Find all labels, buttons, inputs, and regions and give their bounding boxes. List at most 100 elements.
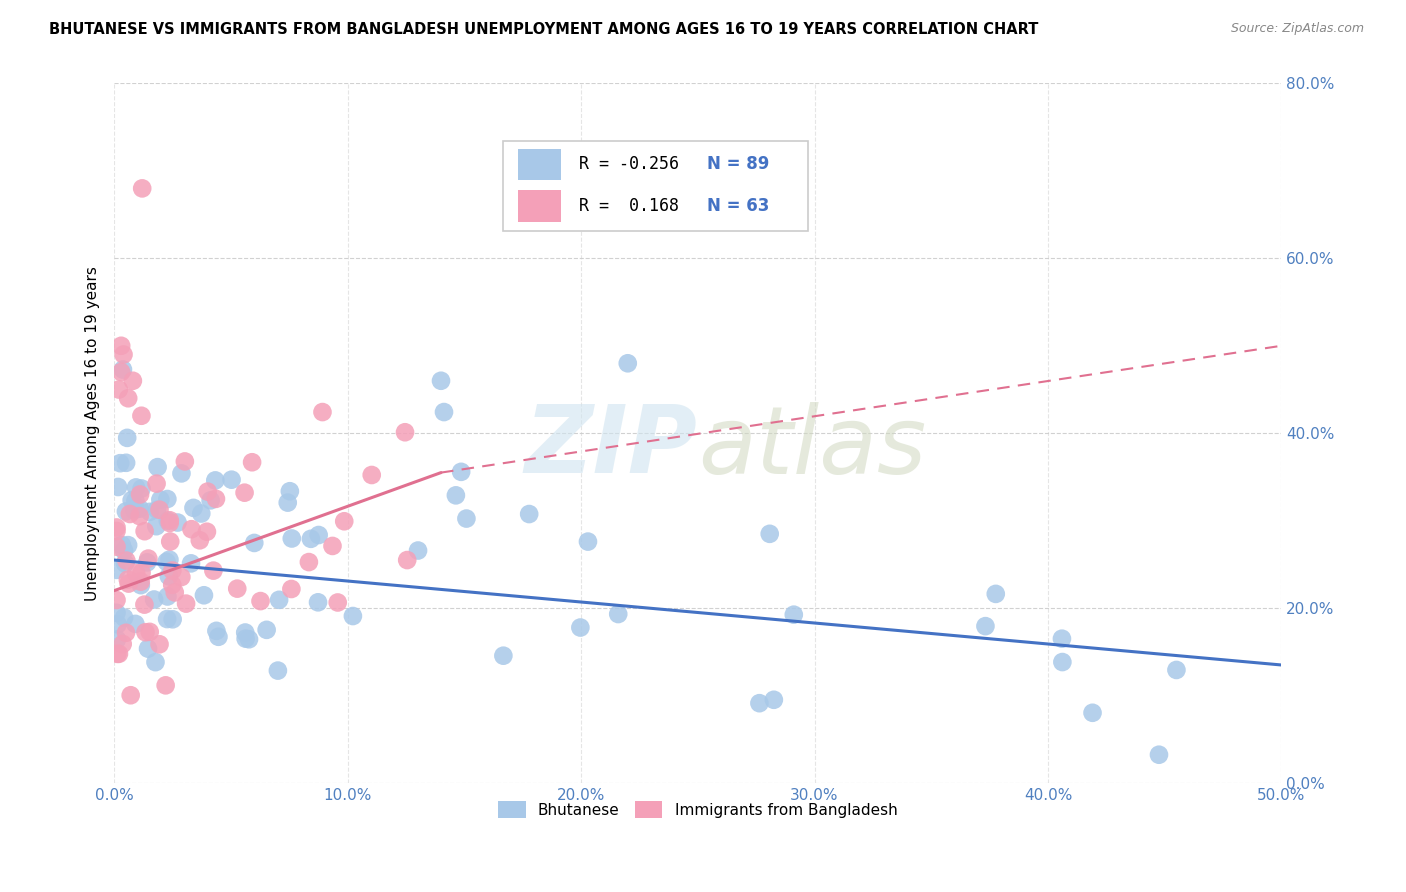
Legend: Bhutanese, Immigrants from Bangladesh: Bhutanese, Immigrants from Bangladesh — [492, 795, 904, 824]
Point — [238, 632, 260, 647]
Point — [267, 664, 290, 678]
Text: Source: ZipAtlas.com: Source: ZipAtlas.com — [1230, 22, 1364, 36]
Point — [1081, 706, 1104, 720]
Point — [180, 557, 202, 571]
Point — [157, 552, 180, 566]
Point — [321, 539, 343, 553]
Point — [174, 597, 197, 611]
Point — [202, 564, 225, 578]
Point — [205, 491, 228, 506]
Point — [117, 538, 139, 552]
Point — [115, 553, 138, 567]
Point — [188, 533, 211, 548]
Point — [108, 456, 131, 470]
Point — [105, 520, 128, 534]
Point — [118, 507, 141, 521]
Point — [115, 431, 138, 445]
Point — [105, 593, 128, 607]
Point — [134, 625, 156, 640]
Point — [117, 573, 139, 587]
Bar — [517, 191, 561, 222]
FancyBboxPatch shape — [503, 142, 808, 231]
Point — [492, 648, 515, 663]
Point — [193, 588, 215, 602]
Point — [138, 551, 160, 566]
Point — [160, 578, 183, 592]
Point — [269, 592, 291, 607]
Point — [108, 647, 131, 661]
Point — [138, 624, 160, 639]
Point — [136, 641, 159, 656]
Point — [115, 504, 138, 518]
Text: atlas: atlas — [697, 401, 927, 492]
Point — [433, 405, 456, 419]
Point — [105, 563, 128, 577]
Point — [105, 606, 128, 620]
Text: N = 63: N = 63 — [707, 197, 769, 215]
Point — [159, 513, 181, 527]
Point — [249, 594, 271, 608]
Point — [207, 630, 229, 644]
Point — [748, 696, 770, 710]
Point — [112, 610, 135, 624]
Point — [616, 356, 638, 370]
Point — [107, 617, 129, 632]
Point — [131, 181, 153, 195]
Point — [173, 454, 195, 468]
Point — [159, 534, 181, 549]
Point — [233, 485, 256, 500]
Point — [105, 540, 128, 554]
Point — [129, 574, 152, 589]
Point — [134, 524, 156, 539]
Point — [233, 625, 256, 640]
Point — [124, 503, 146, 517]
Point — [145, 519, 167, 533]
Point — [138, 505, 160, 519]
Text: R = -0.256: R = -0.256 — [579, 155, 679, 173]
Point — [125, 480, 148, 494]
Point — [124, 500, 146, 515]
Point — [281, 532, 304, 546]
Point — [156, 491, 179, 506]
Point — [180, 522, 202, 536]
Point — [110, 365, 132, 379]
Point — [307, 595, 329, 609]
Point — [256, 623, 278, 637]
Point — [111, 538, 134, 552]
Point — [131, 566, 153, 580]
Point — [124, 616, 146, 631]
Point — [114, 557, 136, 571]
Point — [163, 585, 186, 599]
Point — [170, 570, 193, 584]
Point — [131, 409, 153, 423]
Point — [108, 383, 131, 397]
Text: N = 89: N = 89 — [707, 155, 769, 173]
Point — [444, 488, 467, 502]
Text: BHUTANESE VS IMMIGRANTS FROM BANGLADESH UNEMPLOYMENT AMONG AGES 16 TO 19 YEARS C: BHUTANESE VS IMMIGRANTS FROM BANGLADESH … — [49, 22, 1039, 37]
Point — [115, 625, 138, 640]
Point — [308, 528, 330, 542]
Point — [183, 500, 205, 515]
Point — [450, 465, 472, 479]
Point — [145, 476, 167, 491]
Point — [157, 569, 180, 583]
Point — [190, 507, 212, 521]
Point — [148, 502, 170, 516]
Point — [221, 473, 243, 487]
Point — [406, 543, 429, 558]
Point — [121, 374, 143, 388]
Point — [197, 484, 219, 499]
Point — [128, 509, 150, 524]
Bar — [517, 149, 561, 180]
Point — [120, 688, 142, 702]
Point — [456, 511, 478, 525]
Point — [280, 582, 302, 596]
Point — [159, 516, 181, 530]
Point — [1147, 747, 1170, 762]
Point — [112, 347, 135, 361]
Point — [1050, 632, 1073, 646]
Point — [226, 582, 249, 596]
Point — [134, 598, 156, 612]
Point — [110, 339, 132, 353]
Point — [1052, 655, 1074, 669]
